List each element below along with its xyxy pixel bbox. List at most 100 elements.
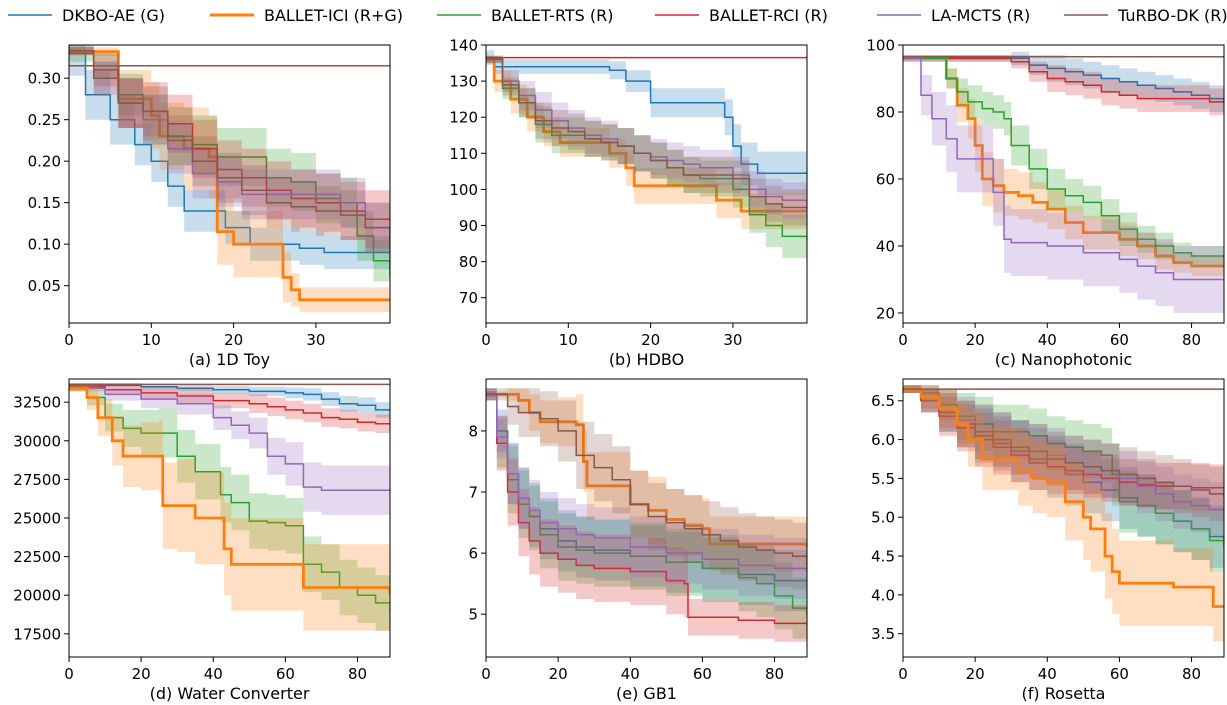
legend-entry-ballet-rci-r: BALLET-RCI (R) — [655, 6, 828, 25]
x-tick-label: 0 — [64, 665, 74, 683]
series-line-dkbo-ae-g — [69, 384, 390, 412]
y-tick-label: 70 — [459, 289, 478, 307]
y-tick-label: 6.5 — [871, 392, 895, 410]
series-band-ballet-ici-r-g — [69, 385, 390, 637]
series-band-la-mcts-r — [486, 55, 807, 222]
series-line-ballet-ici-r-g — [903, 387, 1224, 608]
series-band-ballet-rci-r — [486, 388, 807, 645]
x-tick-label: 0 — [64, 331, 74, 349]
subplot-grid: 0 10 20 30 0.05 0.10 0.15 0.20 0.25 0.30 (a) 1D To… — [13, 37, 1225, 703]
x-tick-label: 20 — [966, 665, 985, 683]
x-tick-label: 80 — [1182, 665, 1201, 683]
y-tick-label: 100 — [449, 181, 478, 199]
y-tick-label: 40 — [876, 237, 895, 255]
y-tick-label: 25000 — [13, 510, 61, 528]
series-band-la-mcts-r — [69, 46, 390, 274]
x-tick-label: 40 — [1038, 665, 1057, 683]
x-tick-label: 80 — [765, 665, 784, 683]
y-tick-label: 5.5 — [871, 470, 895, 488]
x-tick-label: 0 — [481, 665, 491, 683]
series-line-turbo-dk-r — [486, 58, 807, 209]
y-tick-label: 27500 — [13, 471, 61, 489]
y-tick-label: 32500 — [13, 394, 61, 412]
series-line-ballet-rts-r — [69, 52, 390, 278]
axes-frame — [68, 44, 391, 324]
y-tick-label: 20000 — [13, 587, 61, 605]
plot-area — [69, 45, 390, 313]
y-tick-label: 120 — [449, 109, 478, 127]
series-line-dkbo-ae-g — [69, 50, 390, 270]
legend-label: BALLET-RCI (R) — [709, 6, 828, 25]
series-band-dkbo-ae-g — [486, 388, 807, 615]
series-band-ballet-rci-r — [903, 385, 1224, 511]
y-tick-label: 8 — [468, 422, 478, 440]
series-band-ballet-ici-r-g — [486, 55, 807, 230]
series-band-ballet-rts-r — [903, 385, 1224, 580]
legend-label: LA-MCTS (R) — [931, 6, 1030, 25]
series-band-dkbo-ae-g — [69, 45, 390, 286]
y-tick-label: 20 — [876, 304, 895, 322]
series-line-ballet-rci-r — [903, 57, 1224, 103]
series-band-ballet-rci-r — [69, 383, 390, 434]
x-tick-label: 60 — [276, 665, 295, 683]
subplot-title: (c) Nanophotonic — [995, 350, 1133, 369]
series-line-dkbo-ae-g — [486, 56, 807, 174]
x-tick-label: 10 — [559, 331, 578, 349]
series-line-la-mcts-r — [69, 387, 390, 491]
series-band-la-mcts-r — [486, 388, 807, 602]
series-line-ballet-rts-r — [903, 388, 1224, 549]
plot-area — [486, 388, 807, 645]
legend-entry-ballet-rts-r: BALLET-RTS (R) — [437, 6, 614, 25]
series-band-ballet-rts-r — [903, 58, 1224, 270]
y-tick-label: 4.5 — [871, 548, 895, 566]
y-tick-label: 17500 — [13, 625, 61, 643]
series-band-dkbo-ae-g — [903, 385, 1224, 576]
legend-entry-ballet-ici-r-g: BALLET-ICI (R+G) — [210, 6, 403, 25]
x-tick-label: 20 — [641, 331, 660, 349]
y-tick-label: 0.25 — [28, 111, 61, 129]
series-line-ballet-ici-r-g — [486, 392, 807, 547]
y-tick-label: 80 — [459, 253, 478, 271]
y-tick-label: 0.15 — [28, 194, 61, 212]
series-band-dkbo-ae-g — [486, 50, 807, 195]
y-tick-label: 0.30 — [28, 70, 61, 88]
series-line-ballet-ici-r-g — [903, 57, 1224, 268]
series-line-ballet-ici-r-g — [486, 58, 807, 213]
y-tick-label: 5 — [468, 606, 478, 624]
series-band-turbo-dk-r — [903, 385, 1224, 525]
subplot-title: (f) Rosetta — [1022, 684, 1106, 703]
series-band-la-mcts-r — [903, 58, 1224, 314]
y-tick-label: 100 — [866, 37, 895, 55]
x-tick-label: 0 — [898, 331, 908, 349]
subplot-e-gb1: 0 20 40 60 80 5 6 7 8 (e) GB1 — [468, 378, 808, 703]
y-tick-label: 30000 — [13, 432, 61, 450]
y-tick-label: 5.0 — [871, 509, 895, 527]
axes-frame — [485, 378, 808, 658]
x-tick-label: 40 — [204, 665, 223, 683]
y-tick-label: 6 — [468, 545, 478, 563]
y-tick-label: 110 — [449, 145, 478, 163]
y-tick-label: 3.5 — [871, 625, 895, 643]
series-line-ballet-rts-r — [903, 57, 1224, 260]
x-tick-label: 80 — [348, 665, 367, 683]
series-band-ballet-ici-r-g — [486, 388, 807, 575]
plot-area — [486, 50, 807, 262]
y-tick-label: 140 — [449, 37, 478, 55]
subplot-f-rosetta: 0 20 40 60 80 3.5 4.0 4.5 5.0 5.5 6.0 6.5 (f) Rosett… — [871, 378, 1225, 703]
y-tick-label: 6.0 — [871, 431, 895, 449]
subplot-a-1d-toy: 0 10 20 30 0.05 0.10 0.15 0.20 0.25 0.30 (a) 1D To… — [28, 44, 391, 369]
series-band-turbo-dk-r — [69, 46, 390, 270]
series-line-ballet-rci-r — [69, 385, 390, 425]
subplot-title: (a) 1D Toy — [189, 350, 270, 369]
subplot-title: (d) Water Converter — [150, 684, 310, 703]
x-tick-label: 40 — [1038, 331, 1057, 349]
y-tick-label: 80 — [876, 103, 895, 121]
x-tick-label: 10 — [142, 331, 161, 349]
legend: DKBO-AE (G) BALLET-ICI (R+G) BALLET-RTS (R… — [8, 6, 1227, 25]
y-tick-label: 90 — [459, 217, 478, 235]
series-line-turbo-dk-r — [69, 50, 390, 245]
y-tick-label: 130 — [449, 73, 478, 91]
axes-frame — [485, 44, 808, 324]
